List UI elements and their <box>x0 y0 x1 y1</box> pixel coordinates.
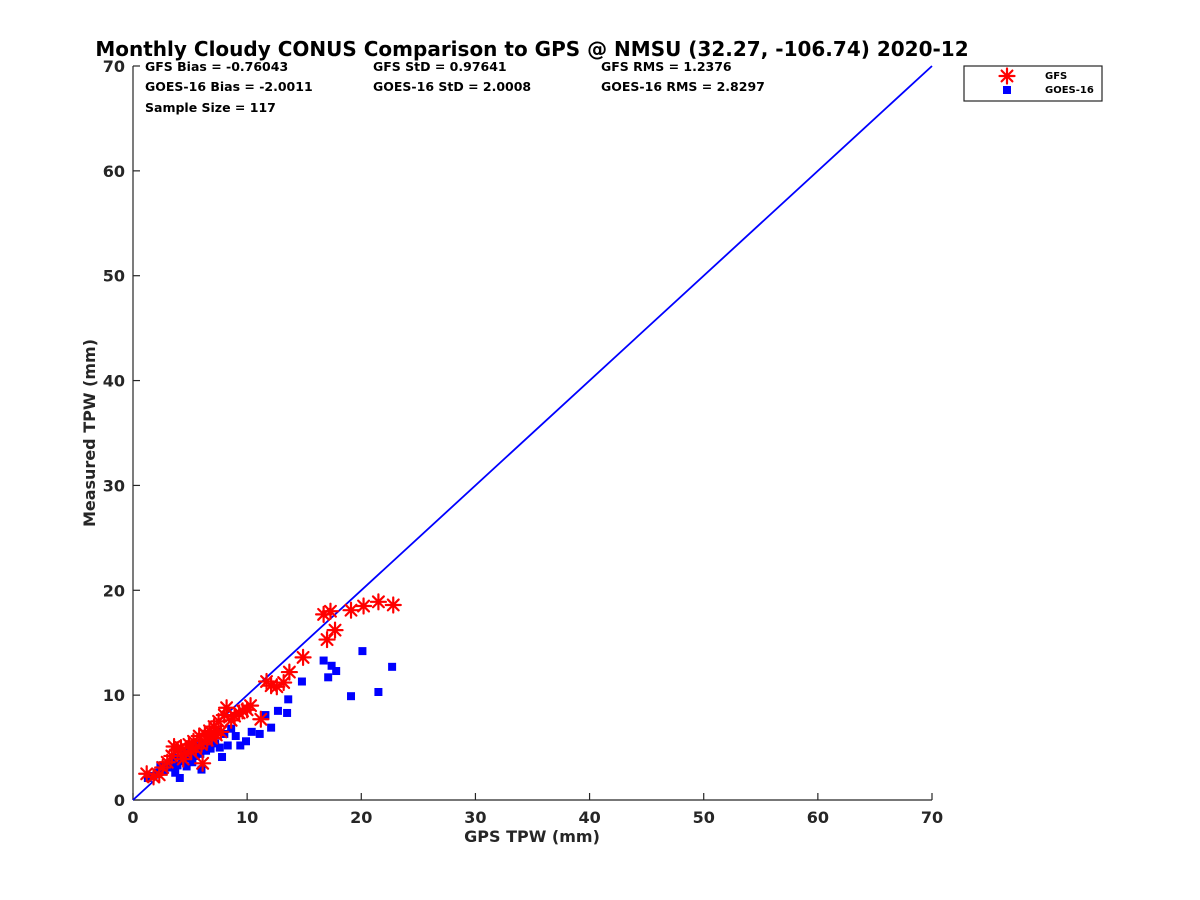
legend-box <box>963 65 1103 102</box>
gfs-point <box>194 754 212 772</box>
goes16-rms-text: GOES-16 RMS = 2.8297 <box>601 79 765 94</box>
goes16-point <box>206 744 215 753</box>
goes16-point <box>327 661 336 670</box>
goes16-point <box>197 765 206 774</box>
gfs-std-text: GFS StD = 0.97641 <box>373 59 507 74</box>
statistics-annotations: GFS Bias = -0.76043 GFS StD = 0.97641 GF… <box>145 59 765 115</box>
y-tick-label: 10 <box>103 686 125 705</box>
gfs-series <box>138 593 402 786</box>
gfs-point <box>241 697 260 715</box>
goes16-point <box>284 695 293 704</box>
x-tick-label: 0 <box>127 808 138 827</box>
goes16-point <box>297 677 306 686</box>
goes16-std-text: GOES-16 StD = 2.0008 <box>373 79 531 94</box>
y-axis-label: Measured TPW (mm) <box>80 339 99 527</box>
goes16-point <box>374 687 383 696</box>
legend-gfs-asterisk <box>998 67 1016 85</box>
goes16-point <box>171 768 180 777</box>
goes16-point <box>255 729 264 738</box>
gfs-point <box>342 601 360 619</box>
goes16-point <box>188 758 197 767</box>
chart-title: Monthly Cloudy CONUS Comparison to GPS @… <box>95 37 968 61</box>
goes16-point <box>211 739 220 748</box>
legend-gfs-marker <box>998 67 1016 85</box>
goes16-point <box>223 741 232 750</box>
goes16-point <box>242 737 251 746</box>
y-tick-label: 20 <box>103 581 125 600</box>
gfs-point <box>369 593 388 611</box>
gfs-point <box>326 621 344 639</box>
legend-goes16-square <box>1003 86 1011 94</box>
y-tick-label: 70 <box>103 57 125 76</box>
goes16-point <box>358 647 367 656</box>
goes16-point <box>247 727 256 736</box>
goes16-point <box>218 753 227 762</box>
y-tick-label: 0 <box>114 791 125 810</box>
x-tick-label: 20 <box>350 808 372 827</box>
goes16-point <box>236 741 245 750</box>
gfs-point <box>280 663 298 681</box>
goes16-point <box>231 732 240 741</box>
goes16-point <box>267 723 276 732</box>
goes16-point <box>283 708 292 717</box>
gfs-rms-text: GFS RMS = 1.2376 <box>601 59 732 74</box>
gfs-point <box>212 723 230 741</box>
y-tick-label: 30 <box>103 476 125 495</box>
goes16-point <box>332 667 341 676</box>
x-tick-label: 60 <box>807 808 829 827</box>
goes16-point <box>182 762 191 771</box>
x-tick-label: 30 <box>464 808 486 827</box>
goes16-bias-text: GOES-16 Bias = -2.0011 <box>145 79 313 94</box>
y-tick-label: 60 <box>103 162 125 181</box>
x-tick-label: 40 <box>578 808 600 827</box>
x-axis-label: GPS TPW (mm) <box>464 827 600 846</box>
goes16-point <box>388 662 397 671</box>
y-tick-label: 50 <box>103 267 125 286</box>
axis-ticks: 0 10 20 30 40 50 60 70 0 10 20 30 40 50 60 70 <box>103 57 943 827</box>
goes16-point <box>175 773 184 782</box>
gfs-point <box>354 597 373 615</box>
goes16-point <box>202 746 211 755</box>
goes16-point <box>324 673 333 682</box>
legend: GFS GOES-16 <box>963 65 1103 102</box>
goes16-point <box>273 706 282 715</box>
gfs-point <box>318 630 336 649</box>
goes16-point <box>215 743 224 752</box>
x-tick-label: 70 <box>921 808 943 827</box>
gfs-bias-text: GFS Bias = -0.76043 <box>145 59 288 74</box>
y-tick-label: 40 <box>103 372 125 391</box>
x-tick-label: 10 <box>236 808 258 827</box>
sample-size-text: Sample Size = 117 <box>145 100 276 115</box>
goes16-point <box>319 656 328 665</box>
gfs-point <box>384 596 402 614</box>
gfs-point <box>252 710 270 728</box>
legend-goes16-label: GOES-16 <box>1045 85 1094 96</box>
legend-gfs-label: GFS <box>1045 71 1067 82</box>
gfs-point <box>321 602 340 620</box>
goes16-point <box>347 692 356 701</box>
legend-goes16-marker <box>1003 86 1011 94</box>
axes <box>132 66 932 801</box>
gfs-point <box>294 648 312 666</box>
x-tick-label: 50 <box>693 808 715 827</box>
